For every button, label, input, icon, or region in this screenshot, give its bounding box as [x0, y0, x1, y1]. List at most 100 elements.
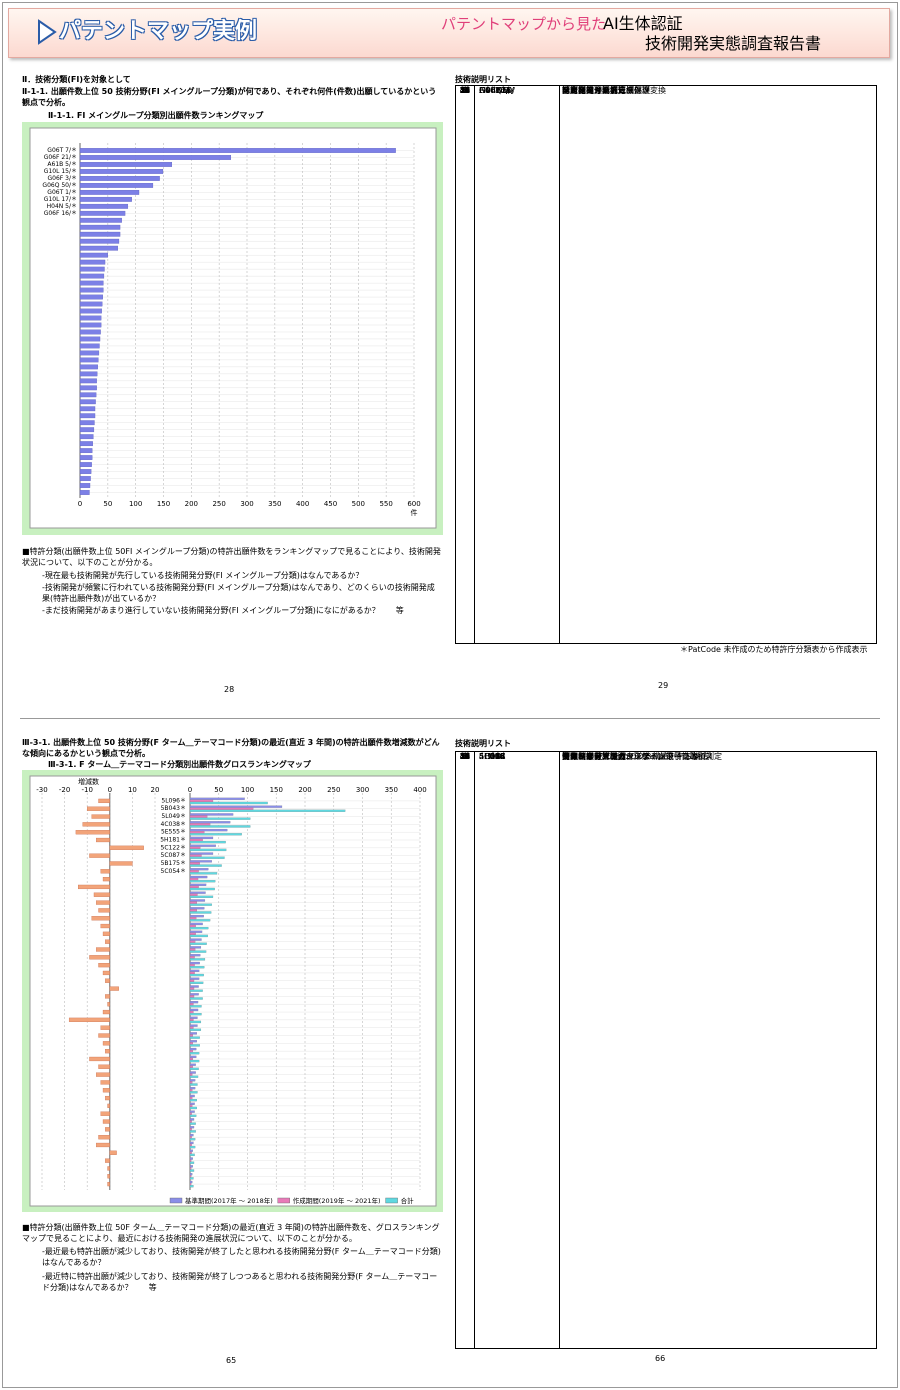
bar — [79, 448, 93, 454]
bar — [189, 922, 203, 926]
bar — [189, 1032, 198, 1035]
bar — [79, 315, 102, 321]
bar — [189, 1165, 193, 1168]
bullet-text: ■特許分類(出願件数上位 50FI メイングループ分類)の特許出願件数をランキン… — [22, 547, 441, 567]
bar — [189, 954, 201, 957]
y-tick-label: G06Q 50/＊ — [42, 182, 77, 189]
bar — [79, 148, 396, 153]
bar — [189, 1010, 194, 1014]
chart-area — [29, 775, 437, 1207]
diff-bar — [75, 830, 110, 835]
header-arrow-icon — [38, 19, 57, 45]
legend-swatch — [169, 1197, 183, 1204]
row-number: 50 — [456, 752, 475, 1348]
footnote: ＊PatCode 未作成のため特許庁分類表から作成表示 — [680, 645, 868, 654]
x-tick-label: 250 — [212, 500, 225, 508]
bullet-item: -技術開発が頻繁に行われている技術開発分野(FI メイングループ分類)はなんであ… — [42, 583, 435, 603]
description-cell: イメージ分析 — [562, 86, 610, 95]
bar — [189, 1128, 192, 1131]
page-divider — [20, 718, 880, 719]
description-cell: 管理・経営・業務システム，電子商取引 — [562, 752, 706, 761]
header-lead: パテントマップから見た — [441, 15, 607, 33]
bar — [189, 840, 226, 844]
bar — [79, 203, 129, 209]
x-tick-label: 550 — [379, 500, 392, 508]
bar — [189, 1159, 192, 1162]
bar — [79, 329, 101, 335]
diff-bar — [89, 853, 110, 858]
x-tick-label: 450 — [324, 500, 337, 508]
bar — [189, 930, 203, 933]
diff-bar — [96, 947, 110, 952]
diff-bar — [105, 994, 110, 999]
bar — [79, 287, 104, 293]
bar — [79, 364, 98, 370]
bar — [189, 836, 214, 840]
diff-bar — [107, 1103, 110, 1108]
bullet-item: -最近特に特許出願が減少しており、技術開発が終了しつつあると思われる技術開発分野… — [42, 1272, 438, 1292]
bar — [189, 1118, 195, 1121]
table-row: 50 — [456, 86, 876, 643]
header-title: パテントマップ実例 — [59, 19, 258, 44]
code-cell — [477, 752, 560, 1348]
description-cell: 音声認識 — [562, 86, 594, 95]
page-number: 28 — [224, 685, 235, 694]
diff-bar — [102, 1119, 110, 1124]
bar — [79, 427, 95, 433]
x-tick-label: 600 — [407, 500, 420, 508]
bar — [189, 809, 346, 812]
page-number: 66 — [655, 1354, 666, 1363]
bar — [189, 1138, 196, 1141]
y-tick-label: 5L096＊ — [161, 797, 186, 804]
bar — [189, 1034, 193, 1037]
x-tick-label: 300 — [240, 500, 253, 508]
x-tick-label: 200 — [185, 500, 198, 508]
bar — [189, 985, 199, 988]
y-tick-label: A61B 5/＊ — [47, 161, 77, 168]
diff-bar — [100, 1111, 110, 1116]
y-tick-label: 5L049＊ — [161, 813, 186, 820]
bar — [189, 1104, 193, 1108]
diff-bar — [98, 963, 110, 968]
bar — [189, 852, 214, 855]
bar — [189, 903, 212, 906]
analysis-text: Ⅱ-1-1. 出願件数上位 50 技術分野(FI メイングループ分類)が何であり… — [22, 87, 437, 107]
bar — [189, 1094, 195, 1098]
bar — [189, 1177, 194, 1180]
bar — [189, 961, 200, 965]
bar — [189, 997, 203, 1000]
diff-bar — [107, 1166, 110, 1171]
bar — [189, 932, 196, 935]
section-heading: Ⅱ．技術分類(FI)を対象として — [22, 75, 131, 84]
bar — [189, 924, 196, 928]
bar — [79, 469, 92, 474]
bar — [189, 1001, 199, 1004]
diff-bar — [91, 916, 110, 921]
x-axis-label: 件 — [411, 508, 418, 517]
bar — [189, 1096, 193, 1100]
description-cell: 警報システム — [562, 752, 610, 761]
header-subject: AI生体認証 — [603, 14, 683, 33]
bar — [189, 1169, 195, 1172]
bar — [189, 1106, 198, 1110]
bar — [189, 1122, 196, 1125]
bar — [189, 1091, 198, 1094]
bar — [189, 926, 209, 930]
bar — [189, 1065, 193, 1068]
bar — [189, 907, 205, 910]
y-tick-label: 5C054＊ — [161, 868, 186, 875]
bar — [189, 828, 228, 832]
x-tick-label: 0 — [108, 786, 112, 794]
diff-bar — [100, 923, 110, 929]
diff-bar — [82, 822, 110, 827]
bar — [189, 817, 251, 820]
diff-bar — [91, 814, 110, 819]
bar — [79, 196, 132, 202]
bar — [189, 1079, 196, 1082]
bar — [189, 885, 199, 889]
x-tick-label: 100 — [129, 500, 142, 508]
bar — [189, 1099, 198, 1102]
chart-title: Ⅲ-3-1. F ターム＿テーマコード分類別出願件数グロスランキングマップ — [48, 760, 311, 769]
bar — [189, 979, 195, 982]
